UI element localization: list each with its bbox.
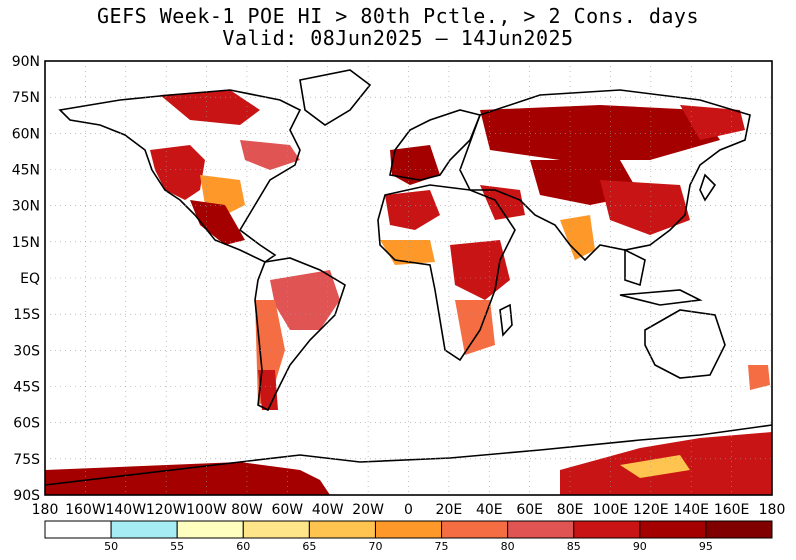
lat-tick-label: 30N bbox=[12, 199, 40, 215]
coast-greenland bbox=[299, 69, 372, 126]
coast-indochina bbox=[624, 248, 646, 287]
colorbar-swatch bbox=[705, 520, 773, 539]
shade-russia bbox=[480, 105, 720, 160]
lon-tick-label: 80E bbox=[557, 502, 584, 518]
colorbar-swatch bbox=[110, 520, 178, 539]
colorbar-label: 85 bbox=[567, 540, 581, 553]
lon-tick-label: 160E bbox=[714, 502, 750, 518]
lat-tick-label: 90N bbox=[12, 54, 40, 70]
colorbar-label: 55 bbox=[170, 540, 184, 553]
shade-east-africa bbox=[450, 240, 510, 300]
shade-china bbox=[600, 180, 690, 235]
shade-red-sea bbox=[480, 185, 525, 220]
shade-western-na bbox=[150, 145, 205, 200]
shade-antarctica-west bbox=[45, 462, 330, 495]
shaded-regions bbox=[45, 90, 772, 495]
shade-west-europe bbox=[390, 145, 440, 185]
latitude-labels: 90N 75N 60N 45N 30N 15N EQ 15S 30S 45S 60S 75S 90S bbox=[12, 54, 40, 504]
colorbar-swatch bbox=[507, 520, 575, 539]
shade-amazon bbox=[270, 270, 340, 330]
coast-indonesia bbox=[619, 289, 703, 306]
lat-tick-label: 75N bbox=[12, 90, 40, 106]
shade-eastern-canada bbox=[240, 140, 300, 170]
colorbar: 50 55 60 65 70 75 80 85 90 95 bbox=[44, 520, 773, 553]
colorbar-label: 95 bbox=[699, 540, 713, 553]
lon-tick-label: 180 bbox=[32, 502, 59, 518]
lon-tick-label: 100W bbox=[186, 502, 227, 518]
lon-tick-label: 120W bbox=[146, 502, 187, 518]
shade-canada-arctic bbox=[160, 90, 260, 125]
colorbar-label: 60 bbox=[236, 540, 250, 553]
shade-south-africa bbox=[455, 300, 495, 355]
map-title: GEFS Week-1 POE HI > 80th Pctle., > 2 Co… bbox=[97, 4, 699, 28]
colorbar-swatch bbox=[308, 520, 376, 539]
lat-tick-label: 45S bbox=[13, 380, 40, 396]
lon-tick-label: 20W bbox=[352, 502, 384, 518]
coast-asia bbox=[459, 89, 751, 262]
colorbar-label: 80 bbox=[501, 540, 515, 553]
grid-lines bbox=[45, 61, 772, 495]
lat-tick-label: 15N bbox=[12, 235, 40, 251]
coast-japan bbox=[699, 173, 717, 202]
valid-date-subtitle: Valid: 08Jun2025 — 14Jun2025 bbox=[222, 26, 574, 50]
coast-antarctica bbox=[44, 424, 773, 486]
lon-tick-label: 120E bbox=[633, 502, 669, 518]
map-frame bbox=[44, 60, 773, 496]
coast-madagascar bbox=[499, 303, 513, 337]
lon-tick-label: 60W bbox=[271, 502, 303, 518]
colorbar-swatch bbox=[176, 520, 244, 539]
colorbar-swatch bbox=[44, 520, 112, 539]
coast-south-america bbox=[254, 257, 346, 412]
shade-new-zealand bbox=[748, 365, 770, 390]
coast-australia bbox=[644, 309, 726, 379]
colorbar-swatch bbox=[242, 520, 310, 539]
coast-africa bbox=[377, 184, 516, 362]
lon-tick-label: 140W bbox=[105, 502, 146, 518]
lon-tick-label: 100E bbox=[593, 502, 629, 518]
colorbar-swatch bbox=[374, 520, 443, 539]
lat-tick-label: 75S bbox=[13, 452, 40, 468]
colorbar-swatch bbox=[441, 520, 509, 539]
colorbar-label: 90 bbox=[633, 540, 647, 553]
lon-tick-label: 0 bbox=[404, 502, 413, 518]
colorbar-swatch bbox=[573, 520, 641, 539]
lon-tick-label: 180 bbox=[759, 502, 786, 518]
coast-north-america bbox=[58, 89, 302, 263]
lon-tick-label: 40W bbox=[312, 502, 344, 518]
shade-antarctica-east-edge bbox=[620, 455, 690, 478]
shade-mexico bbox=[190, 200, 245, 245]
lat-tick-label: EQ bbox=[20, 271, 40, 287]
lon-tick-label: 140E bbox=[673, 502, 709, 518]
colorbar-swatch bbox=[639, 520, 707, 539]
shade-india bbox=[560, 215, 595, 260]
lon-tick-label: 160W bbox=[65, 502, 106, 518]
lon-tick-label: 40E bbox=[476, 502, 503, 518]
colorbar-label: 50 bbox=[104, 540, 118, 553]
shade-north-africa bbox=[385, 190, 440, 230]
lat-tick-label: 90S bbox=[13, 488, 40, 504]
colorbar-label: 75 bbox=[435, 540, 449, 553]
lon-tick-label: 80W bbox=[231, 502, 263, 518]
lat-tick-label: 30S bbox=[13, 343, 40, 359]
lat-tick-label: 15S bbox=[13, 307, 40, 323]
colorbar-label: 70 bbox=[368, 540, 382, 553]
shade-siberia-east bbox=[680, 105, 745, 140]
lon-tick-label: 20E bbox=[436, 502, 463, 518]
longitude-labels: 180 160W 140W 120W 100W 80W 60W 40W 20W 0 20E 40E 60… bbox=[32, 502, 786, 518]
lat-tick-label: 60N bbox=[12, 126, 40, 142]
lat-tick-label: 45N bbox=[12, 163, 40, 179]
lon-tick-label: 60E bbox=[516, 502, 543, 518]
colorbar-label: 65 bbox=[302, 540, 316, 553]
lat-tick-label: 60S bbox=[13, 416, 40, 432]
coastlines bbox=[44, 69, 773, 486]
